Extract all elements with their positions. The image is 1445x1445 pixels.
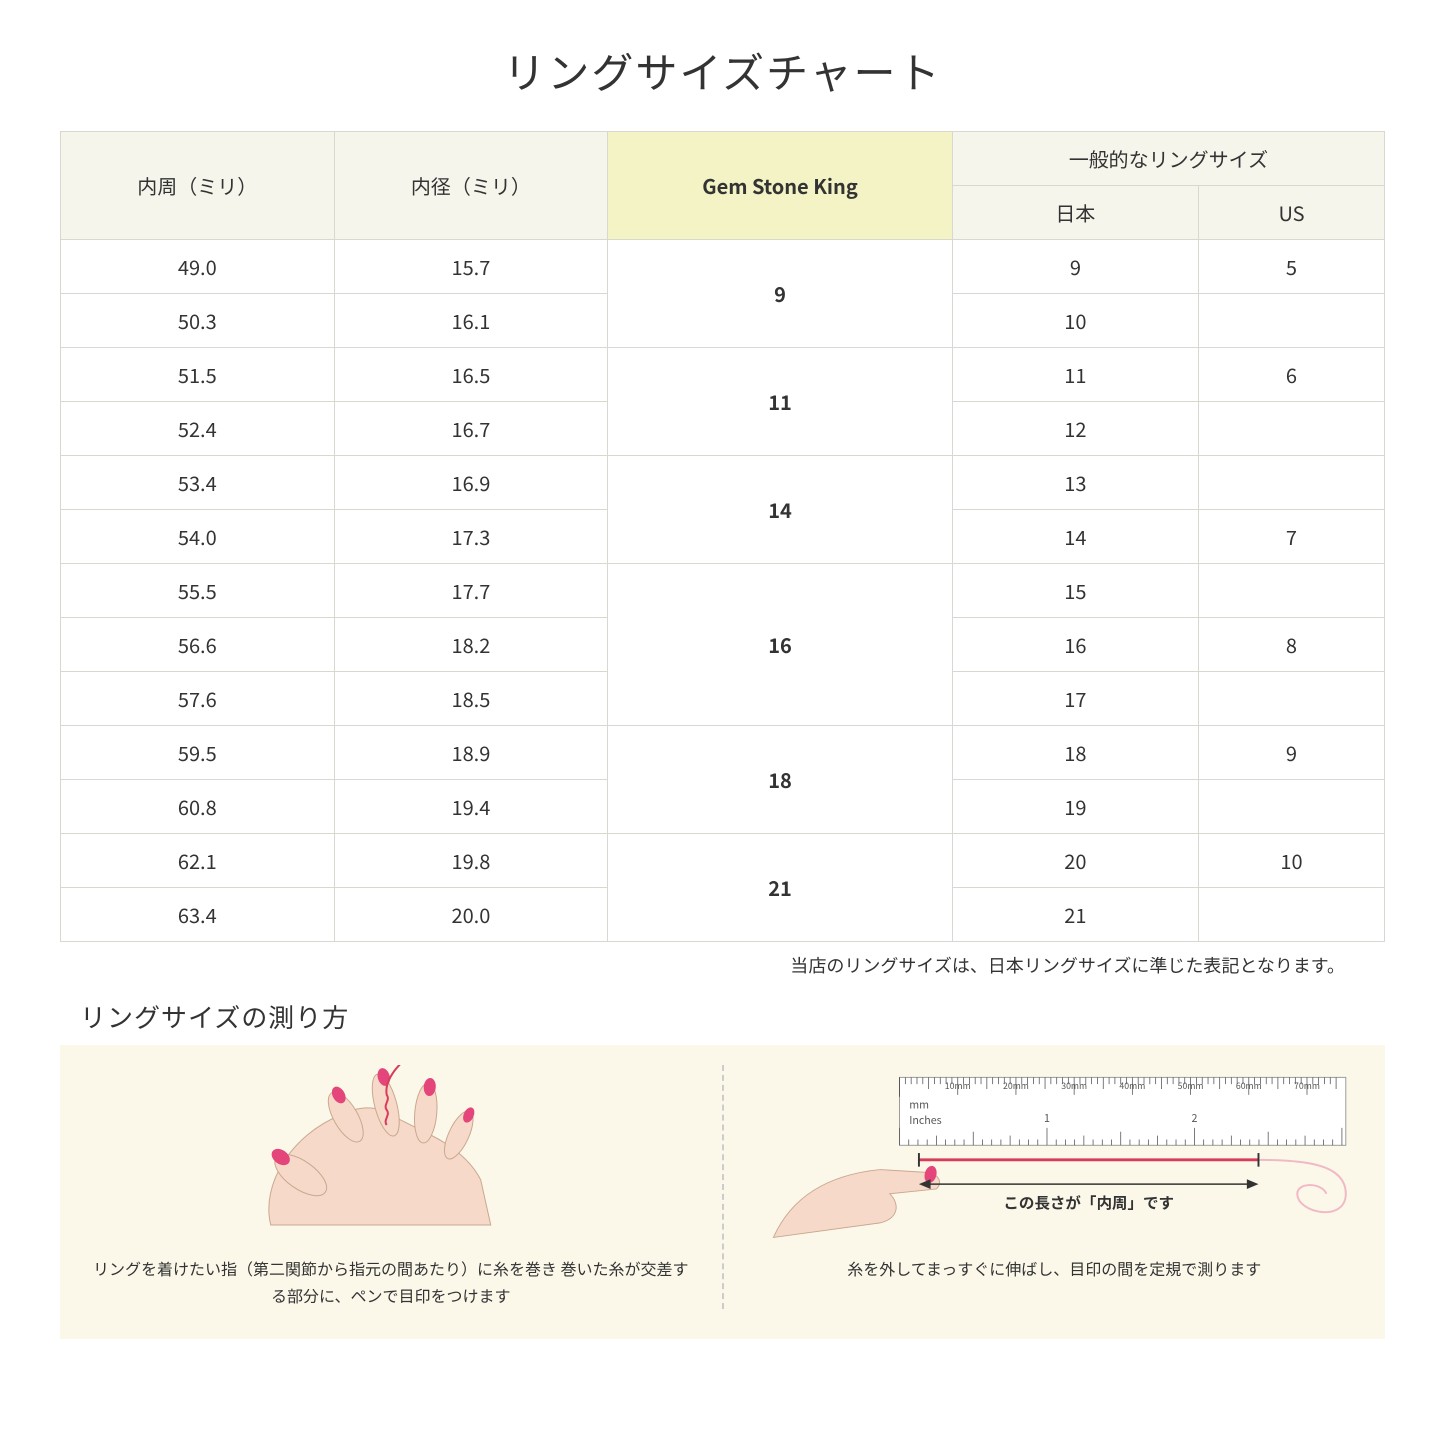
cell-brand-size: 14 [608, 456, 953, 564]
cell-circumference: 57.6 [61, 672, 335, 726]
svg-text:20mm: 20mm [1003, 1079, 1029, 1092]
col-japan: 日本 [952, 186, 1198, 240]
cell-circumference: 63.4 [61, 888, 335, 942]
cell-diameter: 17.3 [334, 510, 608, 564]
cell-diameter: 17.7 [334, 564, 608, 618]
cell-us-size [1198, 672, 1384, 726]
col-common-group: 一般的なリングサイズ [952, 132, 1384, 186]
cell-us-size: 9 [1198, 726, 1384, 780]
howto-step-1-text: リングを着けたい指（第二関節から指元の間あたり）に糸を巻き 巻いた糸が交差する部… [90, 1255, 692, 1309]
cell-brand-size: 9 [608, 240, 953, 348]
svg-text:1: 1 [1044, 1111, 1050, 1126]
cell-circumference: 56.6 [61, 618, 335, 672]
ruler-illustration: mm Inches 10mm 20mm 30mm 40mm 50mm 60mm 70mm 1… [754, 1065, 1356, 1245]
cell-japan-size: 16 [952, 618, 1198, 672]
cell-japan-size: 9 [952, 240, 1198, 294]
cell-diameter: 18.9 [334, 726, 608, 780]
cell-diameter: 16.7 [334, 402, 608, 456]
cell-circumference: 50.3 [61, 294, 335, 348]
page-title: リングサイズチャート [60, 40, 1385, 101]
cell-brand-size: 11 [608, 348, 953, 456]
svg-text:70mm: 70mm [1294, 1079, 1320, 1092]
cell-circumference: 59.5 [61, 726, 335, 780]
cell-diameter: 20.0 [334, 888, 608, 942]
cell-us-size [1198, 456, 1384, 510]
hand-wrap-illustration [90, 1065, 692, 1245]
cell-diameter: 19.8 [334, 834, 608, 888]
cell-diameter: 18.2 [334, 618, 608, 672]
cell-circumference: 54.0 [61, 510, 335, 564]
cell-japan-size: 21 [952, 888, 1198, 942]
table-row: 53.416.91413 [61, 456, 1385, 510]
cell-circumference: 49.0 [61, 240, 335, 294]
cell-brand-size: 21 [608, 834, 953, 942]
cell-japan-size: 17 [952, 672, 1198, 726]
cell-japan-size: 10 [952, 294, 1198, 348]
cell-diameter: 15.7 [334, 240, 608, 294]
howto-step-1: リングを着けたい指（第二関節から指元の間あたり）に糸を巻き 巻いた糸が交差する部… [90, 1065, 724, 1309]
svg-text:60mm: 60mm [1235, 1079, 1261, 1092]
cell-japan-size: 15 [952, 564, 1198, 618]
cell-us-size [1198, 402, 1384, 456]
cell-circumference: 51.5 [61, 348, 335, 402]
svg-text:50mm: 50mm [1177, 1079, 1203, 1092]
howto-section: リングを着けたい指（第二関節から指元の間あたり）に糸を巻き 巻いた糸が交差する部… [60, 1045, 1385, 1339]
cell-diameter: 16.1 [334, 294, 608, 348]
svg-text:40mm: 40mm [1119, 1079, 1145, 1092]
ruler-inches-label: Inches [909, 1113, 941, 1128]
cell-us-size: 6 [1198, 348, 1384, 402]
cell-diameter: 18.5 [334, 672, 608, 726]
cell-us-size [1198, 564, 1384, 618]
table-row: 55.517.71615 [61, 564, 1385, 618]
ring-size-table: 内周（ミリ） 内径（ミリ） Gem Stone King 一般的なリングサイズ … [60, 131, 1385, 942]
cell-japan-size: 19 [952, 780, 1198, 834]
howto-heading: リングサイズの測り方 [80, 998, 1385, 1035]
col-circumference: 内周（ミリ） [61, 132, 335, 240]
cell-circumference: 55.5 [61, 564, 335, 618]
ruler-mm-label: mm [909, 1097, 929, 1112]
cell-japan-size: 12 [952, 402, 1198, 456]
cell-us-size: 10 [1198, 834, 1384, 888]
cell-diameter: 16.5 [334, 348, 608, 402]
table-row: 49.015.7995 [61, 240, 1385, 294]
howto-step-2: mm Inches 10mm 20mm 30mm 40mm 50mm 60mm 70mm 1… [724, 1065, 1356, 1309]
svg-text:30mm: 30mm [1061, 1079, 1087, 1092]
col-us: US [1198, 186, 1384, 240]
col-brand: Gem Stone King [608, 132, 953, 240]
cell-japan-size: 20 [952, 834, 1198, 888]
cell-us-size: 8 [1198, 618, 1384, 672]
cell-us-size: 5 [1198, 240, 1384, 294]
table-row: 59.518.918189 [61, 726, 1385, 780]
cell-diameter: 19.4 [334, 780, 608, 834]
howto-step-2-text: 糸を外してまっすぐに伸ばし、目印の間を定規で測ります [847, 1255, 1261, 1282]
cell-diameter: 16.9 [334, 456, 608, 510]
cell-brand-size: 18 [608, 726, 953, 834]
cell-japan-size: 11 [952, 348, 1198, 402]
ruler-caption: この長さが「内周」です [1003, 1191, 1174, 1213]
cell-japan-size: 18 [952, 726, 1198, 780]
col-diameter: 内径（ミリ） [334, 132, 608, 240]
table-row: 62.119.8212010 [61, 834, 1385, 888]
cell-us-size: 7 [1198, 510, 1384, 564]
cell-japan-size: 14 [952, 510, 1198, 564]
cell-us-size [1198, 780, 1384, 834]
cell-circumference: 60.8 [61, 780, 335, 834]
svg-text:10mm: 10mm [944, 1079, 970, 1092]
cell-us-size [1198, 888, 1384, 942]
cell-japan-size: 13 [952, 456, 1198, 510]
cell-us-size [1198, 294, 1384, 348]
table-note: 当店のリングサイズは、日本リングサイズに準じた表記となります。 [60, 952, 1345, 978]
cell-circumference: 53.4 [61, 456, 335, 510]
cell-circumference: 62.1 [61, 834, 335, 888]
cell-circumference: 52.4 [61, 402, 335, 456]
svg-text:2: 2 [1191, 1111, 1197, 1126]
cell-brand-size: 16 [608, 564, 953, 726]
table-row: 51.516.511116 [61, 348, 1385, 402]
